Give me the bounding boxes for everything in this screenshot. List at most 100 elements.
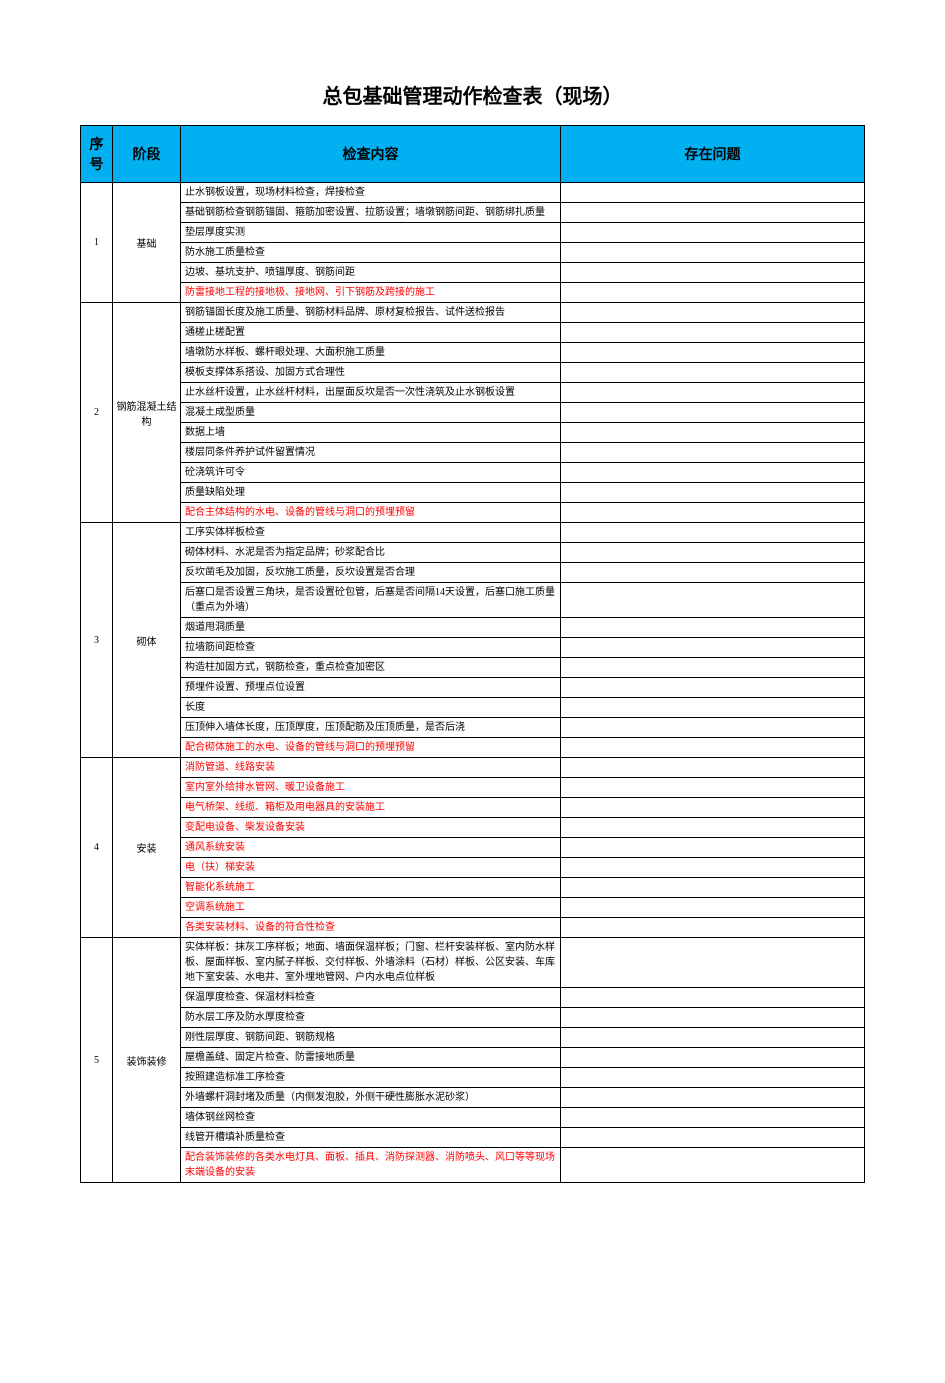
table-row: 基础钢筋检查钢筋锚固、箍筋加密设置、拉筋设置；墙墩钢筋间距、钢筋绑扎质量 [81,203,865,223]
cell-content: 止水钢板设置，现场材料检查，焊接检查 [181,183,561,203]
cell-content: 长度 [181,698,561,718]
inspection-table: 序号 阶段 检查内容 存在问题 1基础止水钢板设置，现场材料检查，焊接检查基础钢… [80,125,865,1183]
table-row: 室内室外给排水管网、暖卫设备施工 [81,778,865,798]
table-row: 线管开槽填补质量检查 [81,1128,865,1148]
table-row: 配合主体结构的水电、设备的管线与洞口的预埋预留 [81,503,865,523]
cell-issue [561,523,865,543]
table-row: 预埋件设置、预埋点位设置 [81,678,865,698]
table-row: 防水层工序及防水厚度检查 [81,1008,865,1028]
cell-issue [561,423,865,443]
cell-issue [561,503,865,523]
cell-issue [561,583,865,618]
cell-content: 边坡、基坑支护、喷锚厚度、钢筋间距 [181,263,561,283]
table-row: 变配电设备、柴发设备安装 [81,818,865,838]
cell-content: 各类安装材料、设备的符合性检查 [181,918,561,938]
cell-issue [561,443,865,463]
cell-content: 模板支撑体系搭设、加固方式合理性 [181,363,561,383]
cell-issue [561,1008,865,1028]
cell-content: 按照建造标准工序检查 [181,1068,561,1088]
cell-content: 实体样板：抹灰工序样板；地面、墙面保温样板；门窗、栏杆安装样板、室内防水样板、屋… [181,938,561,988]
table-row: 智能化系统施工 [81,878,865,898]
cell-issue [561,898,865,918]
cell-issue [561,243,865,263]
table-row: 垫层厚度实测 [81,223,865,243]
table-row: 保温厚度检查、保温材料检查 [81,988,865,1008]
table-row: 反坎凿毛及加固，反坎施工质量，反坎设置是否合理 [81,563,865,583]
cell-content: 通风系统安装 [181,838,561,858]
cell-content: 止水丝杆设置，止水丝杆材料，出屋面反坎是否一次性浇筑及止水钢板设置 [181,383,561,403]
cell-issue [561,658,865,678]
cell-issue [561,283,865,303]
table-row: 混凝土成型质量 [81,403,865,423]
cell-issue [561,718,865,738]
cell-content: 消防管道、线路安装 [181,758,561,778]
cell-issue [561,878,865,898]
cell-content: 拉墙筋间距检查 [181,638,561,658]
cell-issue [561,798,865,818]
cell-issue [561,1068,865,1088]
table-row: 长度 [81,698,865,718]
cell-content: 墙体钢丝网检查 [181,1108,561,1128]
cell-content: 数据上墙 [181,423,561,443]
cell-issue [561,323,865,343]
cell-issue [561,838,865,858]
cell-issue [561,638,865,658]
table-row: 空调系统施工 [81,898,865,918]
cell-issue [561,383,865,403]
cell-content: 刚性层厚度、钢筋间距、钢筋规格 [181,1028,561,1048]
cell-content: 后塞口是否设置三角块，是否设置砼包管，后塞是否间隔14天设置，后塞口施工质量（重… [181,583,561,618]
cell-issue [561,403,865,423]
cell-content: 配合装饰装修的各类水电灯具、面板、插具、消防探测器、消防喷头、风口等等现场末端设… [181,1148,561,1183]
cell-issue [561,778,865,798]
table-row: 砼浇筑许可令 [81,463,865,483]
cell-content: 钢筋锚固长度及施工质量、钢筋材料品牌、原材复检报告、试件送检报告 [181,303,561,323]
table-row: 1基础止水钢板设置，现场材料检查，焊接检查 [81,183,865,203]
cell-issue [561,463,865,483]
header-seq: 序号 [81,126,113,183]
cell-content: 构造柱加固方式，钢筋检查，重点检查加密区 [181,658,561,678]
cell-content: 配合砌体施工的水电、设备的管线与洞口的预埋预留 [181,738,561,758]
cell-issue [561,1128,865,1148]
cell-seq: 3 [81,523,113,758]
cell-seq: 2 [81,303,113,523]
table-row: 刚性层厚度、钢筋间距、钢筋规格 [81,1028,865,1048]
cell-content: 反坎凿毛及加固，反坎施工质量，反坎设置是否合理 [181,563,561,583]
table-row: 边坡、基坑支护、喷锚厚度、钢筋间距 [81,263,865,283]
cell-content: 防水施工质量检查 [181,243,561,263]
cell-content: 防水层工序及防水厚度检查 [181,1008,561,1028]
cell-issue [561,698,865,718]
table-row: 电气桥架、线缆、箱柜及用电器具的安装施工 [81,798,865,818]
cell-content: 质量缺陷处理 [181,483,561,503]
cell-content: 线管开槽填补质量检查 [181,1128,561,1148]
cell-content: 通槎止槎配置 [181,323,561,343]
table-row: 防水施工质量检查 [81,243,865,263]
cell-content: 保温厚度检查、保温材料检查 [181,988,561,1008]
document-page: 总包基础管理动作检查表（现场） 序号 阶段 检查内容 存在问题 1基础止水钢板设… [0,0,945,1383]
table-row: 配合装饰装修的各类水电灯具、面板、插具、消防探测器、消防喷头、风口等等现场末端设… [81,1148,865,1183]
cell-issue [561,203,865,223]
cell-content: 砌体材料、水泥是否为指定品牌；砂浆配合比 [181,543,561,563]
cell-issue [561,988,865,1008]
cell-content: 屋檐盖缝、固定片检查、防雷接地质量 [181,1048,561,1068]
table-row: 4安装消防管道、线路安装 [81,758,865,778]
cell-issue [561,758,865,778]
table-row: 配合砌体施工的水电、设备的管线与洞口的预埋预留 [81,738,865,758]
table-row: 2钢筋混凝土结构钢筋锚固长度及施工质量、钢筋材料品牌、原材复检报告、试件送检报告 [81,303,865,323]
cell-content: 空调系统施工 [181,898,561,918]
cell-content: 混凝土成型质量 [181,403,561,423]
cell-issue [561,483,865,503]
cell-content: 变配电设备、柴发设备安装 [181,818,561,838]
cell-content: 烟道甩洞质量 [181,618,561,638]
table-row: 质量缺陷处理 [81,483,865,503]
table-row: 各类安装材料、设备的符合性检查 [81,918,865,938]
table-row: 构造柱加固方式，钢筋检查，重点检查加密区 [81,658,865,678]
cell-content: 配合主体结构的水电、设备的管线与洞口的预埋预留 [181,503,561,523]
cell-issue [561,1028,865,1048]
cell-issue [561,183,865,203]
table-row: 3砌体工序实体样板检查 [81,523,865,543]
cell-issue [561,1048,865,1068]
cell-issue [561,678,865,698]
table-row: 防雷接地工程的接地极、接地网、引下钢筋及跨接的施工 [81,283,865,303]
table-row: 电（扶）梯安装 [81,858,865,878]
cell-issue [561,543,865,563]
